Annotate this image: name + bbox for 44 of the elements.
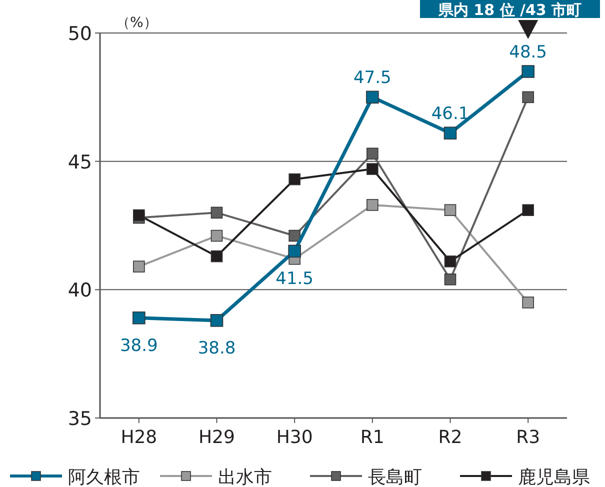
point — [133, 209, 145, 222]
x-tick-label: R1 — [360, 427, 384, 448]
x-tick-label: H30 — [276, 427, 313, 448]
y-tick-label: 35 — [68, 408, 92, 430]
point — [444, 256, 456, 268]
point — [444, 204, 456, 216]
y-axis-title: （%） — [116, 15, 158, 31]
point — [522, 65, 534, 78]
legend-label: 出水市 — [218, 467, 272, 487]
point — [366, 148, 378, 160]
legend-label: 阿久根市 — [68, 467, 140, 487]
point — [132, 312, 146, 324]
point — [210, 250, 223, 262]
data-label: 47.5 — [353, 68, 392, 88]
legend-label: 長島町 — [368, 467, 422, 487]
y-tick-label: 40 — [68, 280, 92, 302]
point — [366, 163, 378, 175]
point — [210, 230, 223, 242]
point — [288, 230, 300, 242]
data-label: 38.8 — [198, 338, 236, 358]
point — [288, 244, 301, 258]
point — [210, 314, 224, 327]
point — [366, 199, 378, 211]
x-tick-label: R2 — [438, 427, 462, 448]
x-tick-label: H28 — [120, 427, 158, 448]
x-tick-label: H29 — [198, 427, 235, 448]
point — [522, 204, 534, 216]
text: 県内 18 位 /43 市町 — [437, 1, 582, 19]
point — [210, 206, 223, 219]
data-label: 41.5 — [276, 269, 314, 290]
y-tick-label: 45 — [68, 151, 92, 174]
y-tick-label: 50 — [68, 23, 92, 45]
x-tick-label: R3 — [516, 427, 540, 448]
point — [366, 90, 379, 104]
point — [444, 274, 456, 286]
data-label: 46.1 — [431, 104, 470, 124]
point — [444, 126, 457, 140]
point — [522, 296, 534, 308]
legend-label: 鹿児島県 — [518, 467, 590, 487]
data-label: 38.9 — [120, 336, 158, 356]
point — [133, 260, 145, 272]
data-label: 48.5 — [509, 42, 548, 62]
point — [288, 173, 300, 186]
point — [522, 91, 534, 104]
